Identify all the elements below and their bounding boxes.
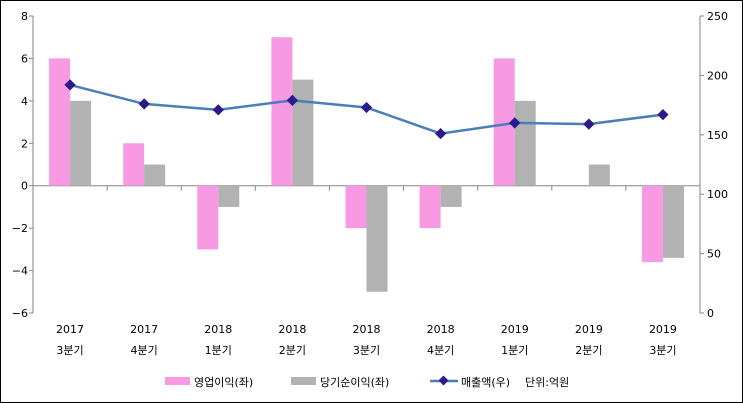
legend-swatch	[165, 377, 190, 385]
bar-net-income	[662, 185, 684, 258]
category-label-quarter: 3분기	[649, 344, 676, 357]
category-label-quarter: 1분기	[205, 344, 232, 357]
left-tick-label: 2	[21, 137, 28, 150]
bar-net-income	[366, 185, 388, 292]
bar-operating-profit	[345, 185, 367, 229]
legend-label: 매출액(우)	[461, 376, 510, 389]
category-label-year: 2019	[649, 323, 677, 336]
legend-marker	[438, 375, 449, 386]
category-label-year: 2017	[56, 323, 84, 336]
category-label-quarter: 1분기	[501, 344, 528, 357]
right-tick-label: 200	[707, 69, 728, 82]
revenue-point	[138, 98, 150, 110]
bar-net-income	[292, 79, 314, 186]
revenue-point	[583, 118, 595, 130]
revenue-point	[434, 127, 447, 140]
bar-operating-profit	[641, 185, 663, 263]
revenue-point	[657, 108, 669, 121]
legend-label: 당기순이익(좌)	[320, 376, 389, 389]
category-label-year: 2019	[575, 323, 603, 336]
right-tick-label: 250	[707, 10, 728, 23]
bar-net-income	[70, 100, 92, 186]
category-label-year: 2018	[278, 323, 306, 336]
unit-note: 단위:억원	[525, 376, 569, 389]
category-label-quarter: 2분기	[575, 344, 602, 357]
left-tick-label: 0	[21, 180, 28, 193]
left-tick-label: 8	[21, 10, 28, 23]
category-label-year: 2018	[427, 323, 455, 336]
left-tick-label: −4	[12, 265, 28, 278]
category-label-year: 2018	[204, 323, 232, 336]
bar-net-income	[514, 100, 536, 186]
bar-net-income	[218, 185, 240, 207]
category-label-year: 2019	[501, 323, 529, 336]
bar-net-income	[588, 164, 610, 186]
left-tick-label: −6	[12, 307, 28, 320]
category-label-year: 2017	[130, 323, 158, 336]
category-label-year: 2018	[353, 323, 381, 336]
right-tick-label: 50	[707, 248, 721, 261]
category-label-quarter: 2분기	[279, 344, 306, 357]
legend-label: 영업이익(좌)	[194, 376, 253, 389]
left-tick-label: −2	[12, 222, 28, 235]
category-label-quarter: 4분기	[427, 344, 454, 357]
legend-swatch	[291, 377, 316, 385]
revenue-point	[212, 104, 224, 116]
bar-operating-profit	[419, 185, 441, 229]
bar-operating-profit	[493, 58, 515, 186]
category-label-quarter: 3분기	[353, 344, 380, 357]
bar-operating-profit	[271, 37, 293, 186]
right-tick-label: 0	[707, 307, 714, 320]
category-label-quarter: 4분기	[131, 344, 158, 357]
left-tick-label: 4	[21, 95, 28, 108]
bar-operating-profit	[123, 143, 145, 186]
category-label-quarter: 3분기	[56, 344, 83, 357]
right-tick-label: 100	[707, 188, 728, 201]
revenue-point	[360, 101, 373, 114]
bar-net-income	[144, 164, 166, 186]
left-tick-label: 6	[21, 52, 28, 65]
right-tick-label: 150	[707, 129, 728, 142]
bar-operating-profit	[197, 185, 219, 250]
bar-operating-profit	[49, 58, 71, 186]
bar-net-income	[440, 185, 462, 207]
